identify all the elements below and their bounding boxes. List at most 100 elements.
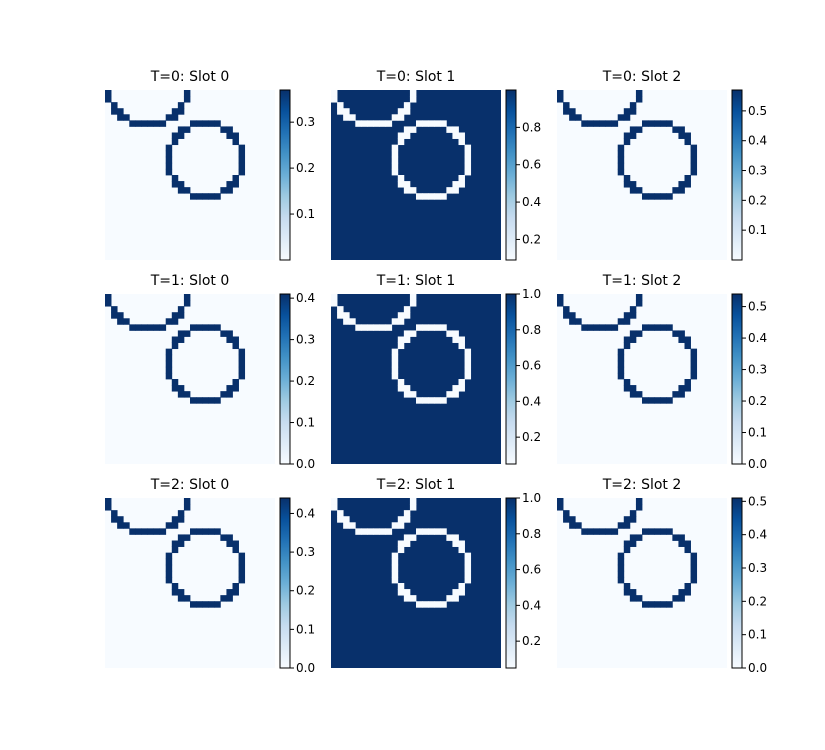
heatmap-cell	[690, 156, 698, 164]
panel-title: T=1: Slot 2	[602, 273, 682, 289]
heatmap-cell	[220, 126, 227, 133]
heatmap-cell	[623, 114, 631, 121]
heatmap-cell	[617, 162, 625, 170]
heatmap-cell	[409, 294, 417, 301]
heatmap-cell	[355, 528, 362, 535]
colorbar-tick-label: 0.1	[748, 628, 767, 642]
heatmap-cell	[654, 601, 661, 608]
heatmap-cell	[569, 522, 576, 529]
heatmap-cell	[361, 120, 368, 127]
heatmap-cell	[331, 498, 338, 505]
heatmap-cell	[409, 391, 417, 398]
heatmap-cell	[464, 156, 472, 164]
heatmap-cell	[690, 150, 698, 158]
heatmap-cell	[183, 330, 191, 337]
heatmap-cell	[232, 546, 239, 554]
heatmap-cell	[202, 397, 209, 404]
heatmap-cell	[165, 564, 173, 572]
heatmap-cell	[403, 534, 411, 541]
heatmap-cell	[397, 181, 405, 188]
heatmap-background	[331, 498, 501, 668]
heatmap-cell	[355, 324, 362, 331]
heatmap-panel: T=0: Slot 2 0.1 0.2 0.3 0.4 0.5	[557, 69, 767, 261]
heatmap-cell	[171, 108, 179, 115]
heatmap-cell	[654, 397, 661, 404]
heatmap-cell	[111, 102, 118, 109]
heatmap-cell	[587, 120, 594, 127]
heatmap-cell	[397, 175, 405, 182]
heatmap-cell	[397, 132, 405, 139]
heatmap-cell	[690, 360, 698, 368]
heatmap-cell	[202, 193, 209, 200]
colorbar-tick-label: 0.4	[748, 331, 767, 345]
heatmap-cell	[690, 570, 698, 578]
heatmap-cell	[678, 391, 685, 398]
heatmap-cell	[629, 312, 637, 319]
colorbar	[279, 293, 291, 465]
heatmap-cell	[623, 546, 631, 554]
heatmap-cell	[238, 570, 246, 578]
heatmap-cell	[587, 528, 594, 535]
heatmap-cell	[165, 360, 173, 368]
heatmap-cell	[642, 528, 649, 535]
colorbar-tick-label: 0.3	[296, 115, 315, 129]
heatmap-cell	[403, 126, 411, 133]
heatmap-cell	[684, 589, 691, 596]
colorbar	[505, 293, 517, 465]
heatmap-cell	[183, 391, 191, 398]
heatmap-cell	[617, 168, 625, 176]
heatmap-cell	[654, 120, 661, 127]
heatmap-cell	[117, 108, 124, 115]
heatmap-cell	[409, 504, 417, 511]
heatmap-cell	[238, 162, 246, 170]
heatmap-cell	[111, 510, 118, 517]
heatmap-cell	[617, 570, 625, 578]
heatmap-cell	[690, 144, 698, 152]
heatmap-cell	[238, 144, 246, 152]
colorbar-tick-label: 1.0	[522, 287, 541, 301]
heatmap-cell	[428, 324, 435, 331]
heatmap-cell	[690, 162, 698, 170]
heatmap-cell	[617, 360, 625, 368]
heatmap-cell	[403, 312, 411, 319]
heatmap-cell	[623, 108, 631, 115]
heatmap-cell	[569, 516, 576, 523]
heatmap-cell	[226, 540, 233, 547]
heatmap-panel: T=2: Slot 2 0.0 0.1 0.2 0.3 0.4 0.5	[557, 477, 767, 675]
heatmap-cell	[458, 540, 465, 547]
heatmap-cell	[397, 589, 405, 596]
heatmap-cell	[416, 324, 423, 331]
heatmap-cell	[617, 348, 625, 356]
heatmap-cell	[183, 96, 191, 103]
heatmap-cell	[464, 558, 472, 566]
heatmap-cell	[648, 324, 655, 331]
heatmap-cell	[391, 318, 399, 325]
heatmap-cell	[337, 510, 344, 517]
heatmap-cell	[349, 114, 356, 121]
colorbar-tick-label: 0.4	[522, 598, 541, 612]
heatmap-cell	[557, 300, 564, 307]
heatmap-cell	[635, 498, 643, 505]
heatmap-cell	[581, 324, 588, 331]
heatmap-cell	[464, 168, 472, 176]
heatmap-cell	[226, 330, 233, 337]
heatmap-cell	[238, 552, 246, 560]
heatmap-cell	[208, 528, 215, 535]
panel-title: T=0: Slot 2	[602, 69, 682, 85]
heatmap-cell	[232, 385, 239, 392]
heatmap-cell	[349, 522, 356, 529]
heatmap-cell	[416, 193, 423, 200]
heatmap-cell	[446, 534, 453, 541]
panel-title: T=2: Slot 0	[150, 477, 230, 493]
colorbar-tick-label: 0.5	[748, 300, 767, 314]
heatmap-cell	[464, 150, 472, 158]
heatmap-cell	[177, 589, 185, 596]
heatmap-cell	[177, 540, 185, 547]
heatmap-cell	[684, 336, 691, 343]
heatmap-cell	[605, 528, 613, 535]
heatmap-cell	[409, 126, 417, 133]
heatmap-cell	[226, 595, 233, 602]
heatmap-cell	[409, 187, 417, 194]
heatmap-cell	[397, 516, 405, 523]
heatmap-cell	[446, 126, 453, 133]
